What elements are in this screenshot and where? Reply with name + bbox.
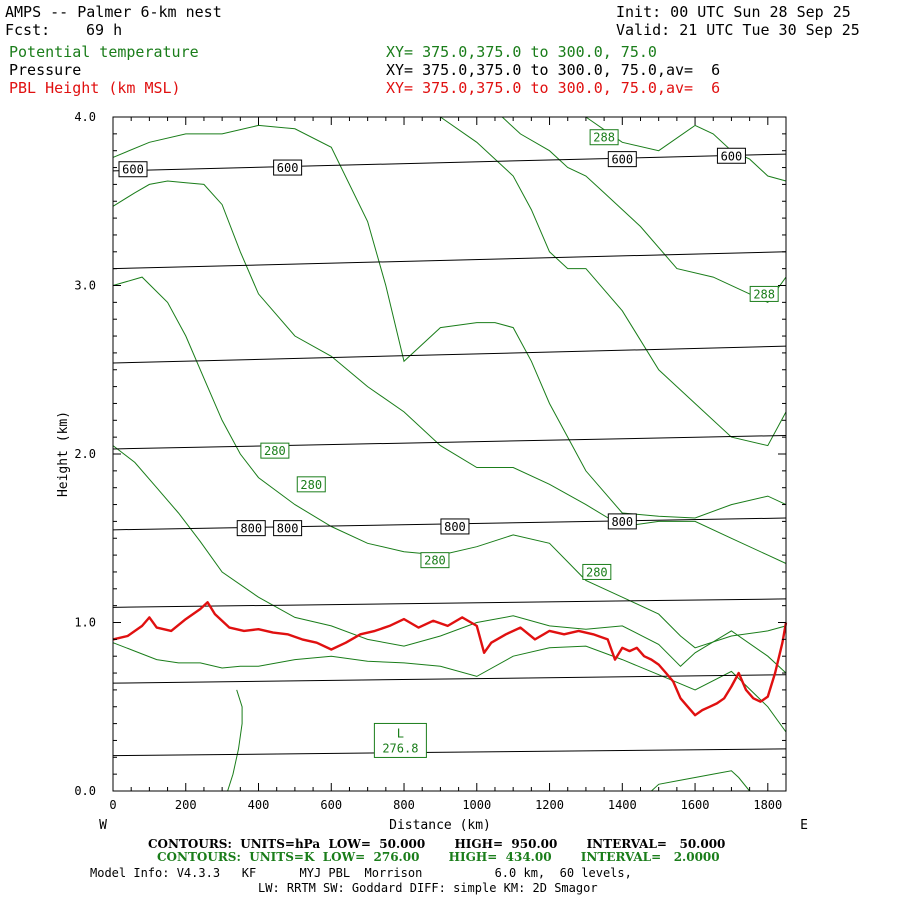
pressure-label: 600 <box>721 149 743 163</box>
pressure-label-box <box>273 159 303 176</box>
theta-label-box <box>582 563 612 580</box>
footer-model-info: Model Info: V4.3.3 KF MYJ PBL Morrison 6… <box>90 866 632 880</box>
chart-title: AMPS -- Palmer 6-km nest <box>5 3 222 21</box>
theta-contours-layer <box>112 116 787 792</box>
footer-physics: LW: RRTM SW: Goddard DIFF: simple KM: 2D… <box>258 881 598 895</box>
x-axis-label: Distance (km) <box>389 818 491 833</box>
pressure-label: 800 <box>444 520 466 534</box>
y-tick-label: 3.0 <box>74 279 96 293</box>
y-axis-label: Height (km) <box>56 411 71 497</box>
pressure-isobar <box>112 748 787 757</box>
legend-pressure-label: Pressure <box>9 61 82 79</box>
pressure-label: 600 <box>611 153 633 167</box>
pressure-label: 600 <box>277 161 299 175</box>
x-tick-label: 800 <box>393 798 415 812</box>
pressure-isobar <box>112 251 787 270</box>
theta-label: 280 <box>586 565 608 579</box>
theta-contour-theta-288 <box>501 116 787 304</box>
theta-contour-theta-284 <box>112 124 787 519</box>
low-marker-value: 276.8 <box>382 741 418 755</box>
pressure-isobar <box>112 345 787 364</box>
axes-layer: 0 200 400 600 800 1000 1200 1400 1600 1800 0.0 1.0 2… <box>74 110 786 812</box>
x-tick-label: 0 <box>109 798 116 812</box>
legend-pbl-xy: XY= 375.0,375.0 to 300.0, 75.0,av= 6 <box>386 79 721 97</box>
pressure-isobar <box>112 434 787 450</box>
init-time: Init: 00 UTC Sun 28 Sep 25 <box>616 3 851 21</box>
pbl-height-layer <box>112 601 788 717</box>
theta-label-box <box>749 285 779 302</box>
theta-label: 288 <box>593 131 615 145</box>
footer-contours-k: CONTOURS: UNITS=K LOW= 276.00 HIGH= 434.… <box>157 850 720 864</box>
theta-label: 280 <box>300 478 322 492</box>
theta-contour-theta-sfc-left <box>227 689 243 792</box>
theta-contour-theta-280a <box>112 445 787 674</box>
theta-contour-theta-280b <box>112 276 787 649</box>
y-tick-label: 0.0 <box>74 784 96 798</box>
theta-label-box <box>296 476 326 493</box>
legend-pbl-label: PBL Height (km MSL) <box>9 79 181 97</box>
pbl-height-line <box>112 601 788 717</box>
theta-contour-theta-286 <box>440 116 787 447</box>
footer-contours-hpa: CONTOURS: UNITS=hPa LOW= 50.000 HIGH= 95… <box>148 837 726 851</box>
pressure-isobar <box>112 674 787 684</box>
theta-label: 280 <box>424 554 446 568</box>
fcst-label: Fcst: <box>5 21 51 39</box>
x-tick-label: 1800 <box>753 798 782 812</box>
plot-frame <box>112 116 787 792</box>
pressure-isobar <box>112 598 787 608</box>
theta-contour-theta-sfc-right <box>651 770 750 792</box>
contour-labels-layer: 600 600 600 600 800 800 800 800 280 280 280 280 288 2… <box>118 129 779 758</box>
valid-time: Valid: 21 UTC Tue 30 Sep 25 <box>616 21 860 39</box>
pressure-label: 600 <box>122 163 144 177</box>
pressure-isobar <box>112 153 787 172</box>
legend-pressure-xy: XY= 375.0,375.0 to 300.0, 75.0,av= 6 <box>386 61 721 79</box>
low-marker-box <box>373 722 427 758</box>
x-tick-label: 400 <box>248 798 270 812</box>
theta-contour-theta-288-top <box>585 116 787 182</box>
legend-theta-label: Potential temperature <box>9 43 199 61</box>
x-tick-label: 1400 <box>608 798 637 812</box>
theta-label: 288 <box>753 287 775 301</box>
pressure-label-box <box>607 151 637 168</box>
pressure-label-box <box>607 513 637 530</box>
y-tick-label: 2.0 <box>74 447 96 461</box>
low-marker-symbol: L <box>397 726 404 740</box>
y-tick-label: 4.0 <box>74 110 96 124</box>
x-axis-west-label: W <box>99 818 107 833</box>
theta-label-box <box>589 129 619 146</box>
x-tick-label: 1600 <box>681 798 710 812</box>
theta-label-box <box>420 552 450 569</box>
pressure-label: 800 <box>611 515 633 529</box>
x-tick-label: 1000 <box>462 798 491 812</box>
pressure-label-box <box>118 161 148 178</box>
legend-theta-xy: XY= 375.0,375.0 to 300.0, 75.0 <box>386 43 657 61</box>
pressure-label: 800 <box>240 522 262 536</box>
y-tick-label: 1.0 <box>74 616 96 630</box>
pressure-label-box <box>440 518 470 535</box>
pressure-label-box <box>236 520 266 537</box>
pressure-label-box <box>273 520 303 537</box>
pressure-label-box <box>716 147 746 164</box>
theta-label: 280 <box>264 444 286 458</box>
x-tick-label: 200 <box>175 798 197 812</box>
x-tick-label: 600 <box>320 798 342 812</box>
theta-contour-theta-282 <box>112 180 787 564</box>
x-axis-east-label: E <box>800 818 808 833</box>
theta-label-box <box>260 442 290 459</box>
theta-contour-theta-1 <box>112 642 787 733</box>
pressure-isobars-layer <box>112 153 787 757</box>
fcst-value: 69 h <box>86 21 123 39</box>
pressure-label: 800 <box>277 522 299 536</box>
x-tick-label: 1200 <box>535 798 564 812</box>
